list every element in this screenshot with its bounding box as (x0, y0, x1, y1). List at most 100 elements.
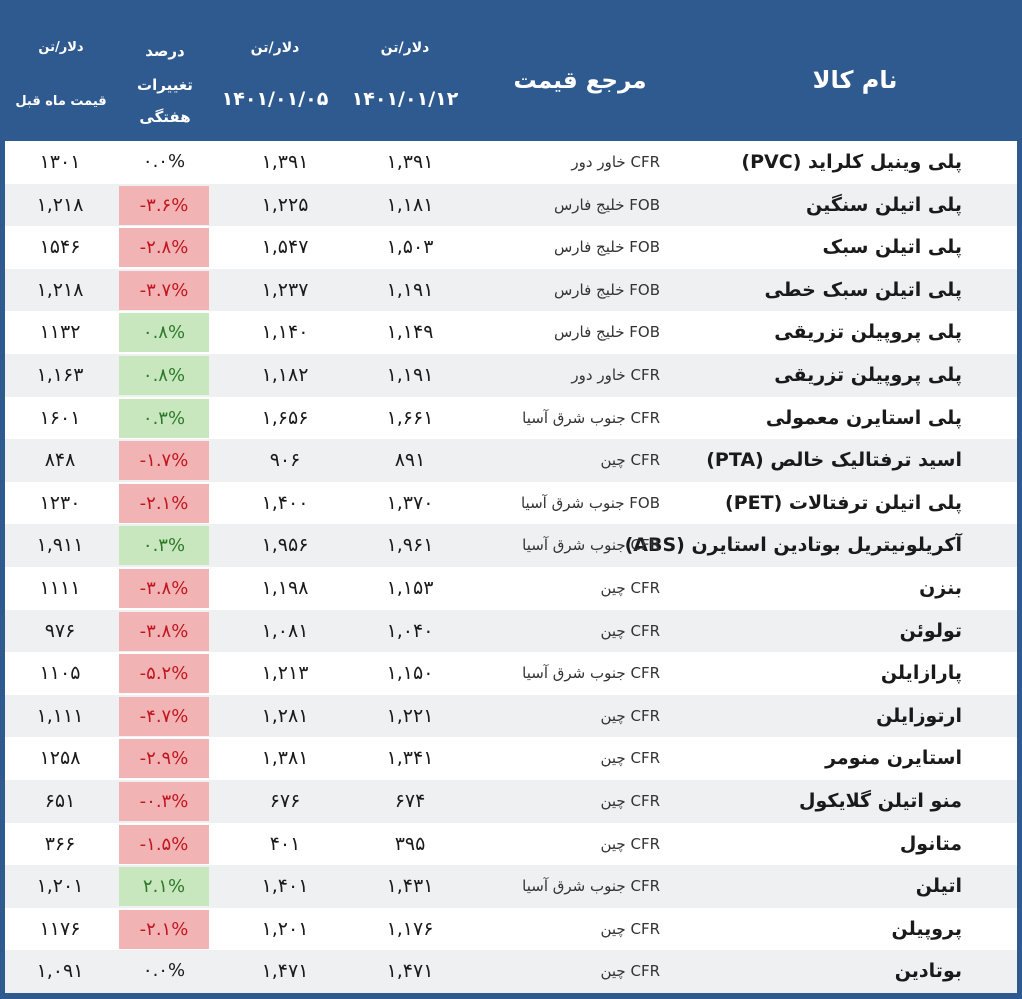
previous-week-price-cell: ۹۰۶ (269, 449, 301, 472)
header-last-month-unit: دلار/تن (38, 40, 84, 55)
current-price-cell: ۱,۰۴۰ (386, 619, 434, 642)
previous-week-price-cell: ۱,۵۴۷ (261, 236, 309, 259)
product-name-cell: استایرن منومر (825, 747, 962, 770)
last-month-price-cell: ۱,۹۱۱ (36, 534, 84, 557)
table-row: متانول CFR چین ۳۹۵ ۴۰۱ -۱.۵% ۳۶۶ (5, 823, 1017, 866)
header-current-date: ۱۴۰۱/۰۱/۱۲ (351, 88, 459, 110)
header-weekly-change-line2: تغییرات (137, 76, 193, 94)
weekly-change-cell: -۴.۷% (119, 696, 209, 736)
product-name-cell: پروپیلن (891, 917, 962, 940)
previous-week-price-cell: ۱,۴۰۱ (261, 875, 309, 898)
previous-week-price-cell: ۱,۲۱۳ (261, 662, 309, 685)
current-price-cell: ۱,۱۷۶ (386, 917, 434, 940)
current-price-cell: ۱,۴۷۱ (386, 960, 434, 983)
previous-week-price-cell: ۶۷۶ (269, 789, 301, 812)
previous-week-price-cell: ۱,۰۸۱ (261, 619, 309, 642)
previous-week-price-cell: ۱,۴۷۱ (261, 960, 309, 983)
table-row: منو اتیلن گلایکول CFR چین ۶۷۴ ۶۷۶ -۰.۳% ۶۵۱ (5, 779, 1017, 823)
weekly-change-cell: -۳.۸% (119, 611, 209, 651)
product-name-cell: تولوئن (899, 619, 962, 642)
product-name-cell: منو اتیلن گلایکول (799, 789, 962, 812)
weekly-change-cell: ۰.۸% (119, 313, 209, 353)
weekly-change-cell: -۲.۱% (119, 483, 209, 523)
product-name-cell: پلی استایرن معمولی (765, 406, 962, 429)
product-name-cell: پلی پروپیلن تزریقی (774, 321, 962, 344)
table-row: پارازایلن CFR جنوب شرق آسیا ۱,۱۵۰ ۱,۲۱۳ -۵.۲… (5, 652, 1017, 695)
product-name-cell: بنزن (919, 576, 962, 599)
weekly-change-cell: ۰.۳% (119, 398, 209, 438)
current-price-cell: ۱,۱۸۱ (386, 193, 434, 216)
table-row: پلی استایرن معمولی CFR جنوب شرق آسیا ۱,۶۶۱… (5, 397, 1017, 440)
header-weekly-change-line1: درصد (145, 42, 185, 60)
last-month-price-cell: ۱,۲۱۸ (36, 193, 84, 216)
current-price-cell: ۱,۱۹۱ (386, 278, 434, 301)
weekly-change-cell: ۰.۰% (142, 960, 186, 982)
previous-week-price-cell: ۱,۲۲۵ (261, 193, 309, 216)
product-name-cell: اسید ترفتالیک خالص (PTA) (706, 449, 962, 472)
header-weekly-change: درصد تغییرات هفتگی (115, 0, 215, 141)
previous-week-price-cell: ۴۰۱ (269, 832, 301, 855)
price-reference-cell: FOB خلیج فارس (553, 280, 660, 299)
table-row: ارتوزایلن CFR چین ۱,۲۲۱ ۱,۲۸۱ -۴.۷% ۱,۱۱۱ (5, 694, 1017, 738)
product-name-cell: پارازایلن (880, 662, 962, 685)
product-name-cell: آکریلونیتریل بوتادین استایرن (ABS) (624, 534, 962, 557)
price-reference-cell: CFR چین (600, 919, 660, 938)
table-row: تولوئن CFR چین ۱,۰۴۰ ۱,۰۸۱ -۳.۸% ۹۷۶ (5, 609, 1017, 653)
price-reference-cell: FOB خلیج فارس (553, 323, 660, 342)
current-price-cell: ۱,۶۶۱ (386, 406, 434, 429)
table-row: اسید ترفتالیک خالص (PTA) CFR چین ۸۹۱ ۹۰۶ -۱.… (5, 439, 1017, 482)
table-header: نام کالا مرجع قیمت دلار/تن ۱۴۰۱/۰۱/۱۲ دل… (0, 0, 1022, 141)
header-last-month-price: دلار/تن قیمت ماه قبل (5, 0, 117, 141)
price-reference-cell: CFR چین (600, 706, 660, 725)
last-month-price-cell: ۱,۱۱۱ (36, 704, 84, 727)
table-row: پلی پروپیلن تزریقی FOB خلیج فارس ۱,۱۴۹ ۱,۱۴… (5, 311, 1017, 354)
previous-week-price-cell: ۱,۳۹۱ (261, 151, 309, 173)
current-price-cell: ۱,۳۴۱ (386, 747, 434, 770)
previous-week-price-cell: ۱,۱۸۲ (261, 363, 309, 386)
price-reference-cell: CFR جنوب شرق آسیا (522, 536, 660, 555)
previous-week-price-cell: ۱,۲۸۱ (261, 704, 309, 727)
previous-week-price-cell: ۱,۱۹۸ (261, 576, 309, 599)
product-name-cell: اتیلن (915, 875, 962, 898)
weekly-change-cell: -۲.۱% (119, 909, 209, 949)
current-price-cell: ۱,۱۵۳ (386, 576, 434, 599)
current-price-cell: ۳۹۵ (394, 832, 426, 855)
previous-week-price-cell: ۱,۴۰۰ (261, 491, 309, 514)
price-reference-cell: CFR چین (600, 621, 660, 640)
current-price-cell: ۱,۱۹۱ (386, 363, 434, 386)
current-price-cell: ۱,۱۴۹ (386, 321, 434, 344)
weekly-change-cell: -۲.۸% (119, 228, 209, 268)
header-previous-week-unit: دلار/تن (250, 40, 300, 56)
header-current-price: دلار/تن ۱۴۰۱/۰۱/۱۲ (340, 0, 470, 141)
product-name-cell: پلی اتیلن سنگین (806, 193, 962, 216)
price-reference-cell: CFR چین (600, 578, 660, 597)
current-price-cell: ۱,۲۲۱ (386, 704, 434, 727)
table-row: آکریلونیتریل بوتادین استایرن (ABS) CFR جن… (5, 524, 1017, 567)
header-price-reference-label: مرجع قیمت (513, 68, 647, 94)
weekly-change-cell: -۲.۹% (119, 739, 209, 779)
header-current-unit: دلار/تن (380, 40, 430, 56)
product-name-cell: پلی اتیلن سبک (822, 236, 963, 259)
current-price-cell: ۱,۵۰۳ (386, 236, 434, 259)
last-month-price-cell: ۱۲۳۰ (39, 491, 81, 514)
weekly-change-cell: -۱.۷% (119, 441, 209, 481)
header-last-month-label: قیمت ماه قبل (15, 94, 107, 109)
weekly-change-cell: -۵.۲% (119, 654, 209, 694)
table-row: پلی وینیل کلراید (PVC) CFR خاور دور ۱,۳۹۱ ۱… (5, 141, 1017, 184)
last-month-price-cell: ۱۲۵۸ (39, 747, 81, 770)
current-price-cell: ۶۷۴ (394, 789, 426, 812)
table-row: پلی اتیلن سنگین FOB خلیج فارس ۱,۱۸۱ ۱,۲۲۵ -۳… (5, 183, 1017, 227)
current-price-cell: ۸۹۱ (394, 449, 426, 472)
weekly-change-cell: ۰.۳% (119, 526, 209, 566)
product-name-cell: پلی پروپیلن تزریقی (774, 363, 962, 386)
price-reference-cell: CFR چین (600, 791, 660, 810)
table-row: پروپیلن CFR چین ۱,۱۷۶ ۱,۲۰۱ -۲.۱% ۱۱۷۶ (5, 908, 1017, 951)
header-previous-week-date: ۱۴۰۱/۰۱/۰۵ (221, 88, 329, 110)
table-row: بوتادین CFR چین ۱,۴۷۱ ۱,۴۷۱ ۰.۰% ۱,۰۹۱ (5, 950, 1017, 993)
last-month-price-cell: ۱,۱۶۳ (36, 363, 84, 386)
header-previous-week-price: دلار/تن ۱۴۰۱/۰۱/۰۵ (210, 0, 340, 141)
last-month-price-cell: ۶۵۱ (44, 789, 76, 812)
table-row: پلی پروپیلن تزریقی CFR خاور دور ۱,۱۹۱ ۱,۱۸۲… (5, 353, 1017, 397)
last-month-price-cell: ۱۵۴۶ (39, 236, 81, 259)
